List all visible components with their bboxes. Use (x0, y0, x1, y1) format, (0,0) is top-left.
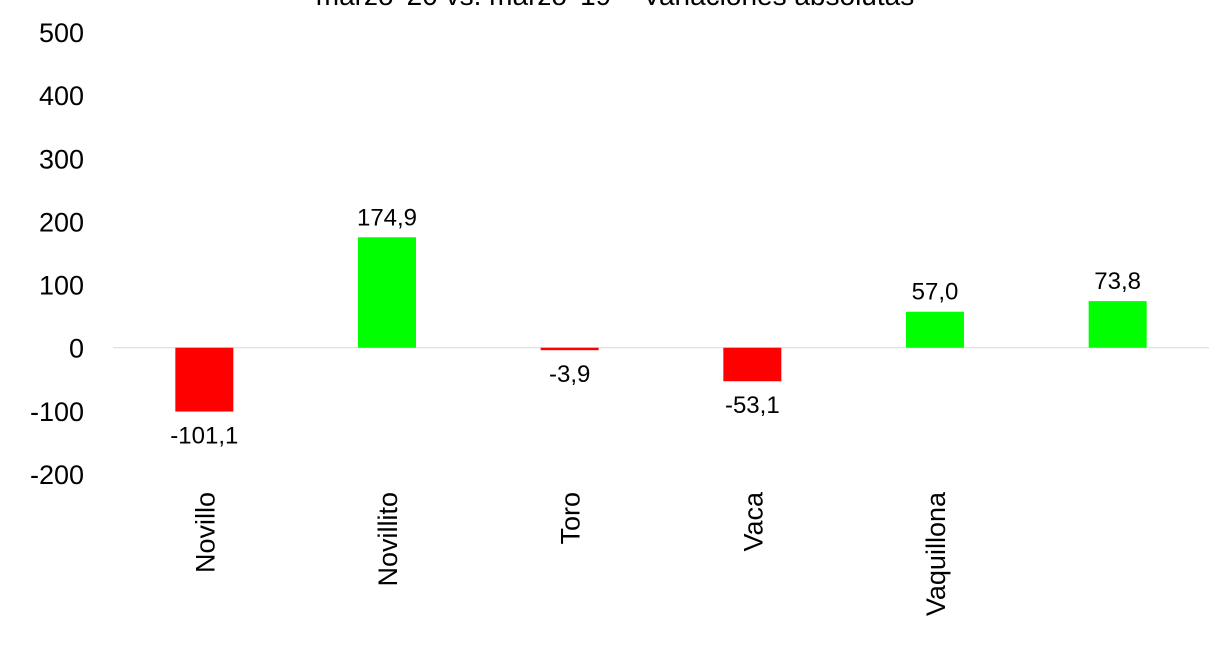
bar (906, 311, 964, 348)
bar (358, 237, 416, 348)
y-tick-label: 200 (39, 207, 84, 237)
y-tick-label: -100 (30, 397, 84, 427)
x-tick-label: Vaquillona (921, 491, 951, 616)
data-label: -101,1 (170, 423, 238, 450)
bar (540, 347, 599, 351)
y-tick-label: 500 (39, 18, 84, 48)
data-label: -53,1 (725, 392, 780, 419)
y-tick-label: -200 (30, 460, 84, 490)
data-label: -3,9 (549, 361, 590, 388)
x-tick-label: Novillito (373, 492, 403, 587)
x-tick-label: Novillo (190, 492, 220, 573)
data-label: 174,9 (357, 204, 417, 231)
bar (175, 347, 234, 412)
data-label: 73,8 (1094, 268, 1141, 295)
y-tick-label: 100 (39, 271, 84, 301)
bar (723, 347, 782, 382)
y-tick-label: 300 (39, 144, 84, 174)
data-label: 57,0 (912, 279, 959, 306)
x-tick-label: Vaca (738, 491, 768, 552)
y-tick-label: 0 (69, 334, 84, 364)
bar (1088, 301, 1147, 348)
chart-title: marzo '20 vs. marzo '19 – Variaciones ab… (316, 0, 914, 11)
y-tick-label: 400 (39, 81, 84, 111)
x-tick-label: Toro (556, 492, 586, 545)
